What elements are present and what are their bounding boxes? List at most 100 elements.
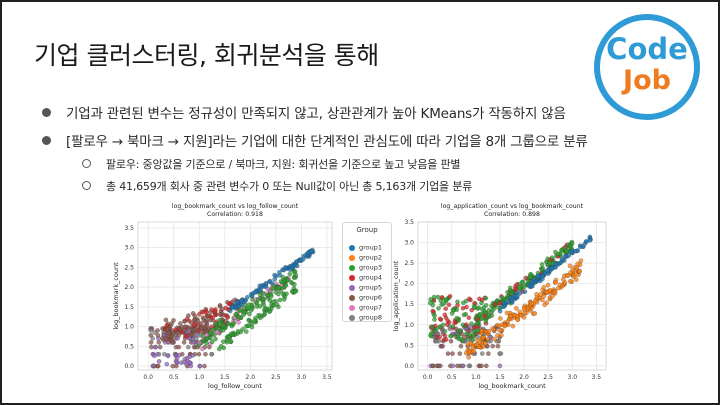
x-axis-label: log_bookmark_count <box>478 382 546 390</box>
scatter-point <box>478 311 483 317</box>
scatter-point <box>434 338 439 344</box>
scatter-point <box>508 313 514 319</box>
scatter-point <box>552 289 558 294</box>
scatter-point <box>441 301 446 306</box>
scatter-point <box>566 253 572 258</box>
scatter-chart-follow-bookmark: log_bookmark_count vs log_follow_countCo… <box>112 203 333 390</box>
scatter-point <box>475 337 480 343</box>
scatter-point <box>495 333 500 338</box>
scatter-point <box>432 313 437 319</box>
bullet-2: [팔로우 → 북마크 → 지원]라는 기업에 대한 단계적인 관심도에 따라 기… <box>66 134 588 150</box>
scatter-point <box>529 301 535 306</box>
scatter-point <box>545 268 550 273</box>
scatter-point <box>461 312 467 318</box>
scatter-point <box>505 289 510 295</box>
scatter-point <box>217 321 222 327</box>
scatter-point <box>479 363 484 369</box>
scatter-point <box>470 332 476 337</box>
scatter-point <box>265 292 271 298</box>
scatter-point <box>479 328 484 334</box>
scatter-point <box>457 351 463 356</box>
scatter-point <box>540 274 545 279</box>
y-tick-label: 0.0 <box>404 363 414 370</box>
x-tick-label: 0.5 <box>447 374 457 381</box>
scatter-point <box>182 324 188 329</box>
x-tick-label: 2.5 <box>543 374 553 381</box>
scatter-points <box>148 247 316 369</box>
scatter-point <box>522 284 527 289</box>
scatter-point <box>166 330 171 336</box>
scatter-point <box>573 271 579 277</box>
x-tick-label: 0.0 <box>423 374 433 381</box>
scatter-point <box>270 299 276 305</box>
y-tick-label: 2.0 <box>404 281 414 288</box>
scatter-point <box>149 344 154 350</box>
scatter-point <box>235 328 241 334</box>
scatter-point <box>497 363 503 369</box>
scatter-point <box>441 337 447 343</box>
legend-label: group8 <box>359 313 383 322</box>
scatter-point <box>257 288 263 293</box>
scatter-point <box>437 324 443 330</box>
scatter-point <box>467 296 472 302</box>
scatter-point <box>176 344 182 350</box>
scatter-point <box>262 306 268 312</box>
scatter-point <box>431 294 437 300</box>
scatter-point <box>499 333 504 338</box>
legend-item-group5: group5 <box>349 277 382 292</box>
scatter-point <box>469 321 474 326</box>
legend-swatch <box>349 314 355 321</box>
scatter-point <box>228 308 233 314</box>
scatter-point <box>228 331 234 337</box>
codejob-logo: Code Job <box>594 14 700 120</box>
scatter-point <box>174 359 180 365</box>
scatter-point <box>539 262 545 267</box>
scatter-point <box>483 303 489 308</box>
scatter-point <box>476 305 482 310</box>
scatter-point <box>183 333 188 339</box>
scatter-point <box>201 317 207 322</box>
scatter-point <box>283 265 288 270</box>
scatter-point <box>257 304 263 309</box>
scatter-point <box>442 328 448 334</box>
scatter-point <box>249 306 255 311</box>
scatter-point <box>281 297 287 302</box>
scatter-point <box>522 289 528 294</box>
scatter-point <box>267 308 273 314</box>
scatter-point <box>540 297 545 303</box>
scatter-point <box>217 312 223 317</box>
scatter-point <box>148 340 154 345</box>
scatter-point <box>197 312 202 317</box>
legend-label: group7 <box>359 303 383 312</box>
bullet-1: 기업과 관련된 변수는 정규성이 만족되지 않고, 상관관계가 높아 KMean… <box>66 106 566 122</box>
y-tick-label: 3.0 <box>404 240 414 247</box>
scatter-point <box>578 258 584 263</box>
scatter-point <box>156 340 162 345</box>
scatter-point <box>466 315 472 320</box>
x-tick-label: 1.0 <box>471 374 481 381</box>
scatter-point <box>515 317 521 323</box>
scatter-point <box>587 238 593 243</box>
scatter-point <box>481 335 486 340</box>
scatter-point <box>444 322 450 327</box>
legend-swatch <box>349 254 355 261</box>
sub-bullet-1: 팔로우: 중앙값을 기준으로 / 북마크, 지원: 회귀선을 기준으로 높고 낮… <box>106 158 461 171</box>
scatter-point <box>155 363 161 369</box>
scatter-point <box>575 261 580 267</box>
scatter-point <box>483 295 489 301</box>
scatter-point <box>497 328 502 333</box>
scatter-point <box>252 290 258 295</box>
scatter-point <box>287 271 293 277</box>
scatter-point <box>464 322 469 327</box>
x-tick-label: 3.5 <box>592 374 602 381</box>
legend-swatch <box>349 264 355 271</box>
scatter-point <box>288 279 294 285</box>
legend-swatch <box>349 274 355 281</box>
scatter-point <box>564 248 569 254</box>
scatter-point <box>471 348 477 354</box>
scatter-point <box>218 343 224 349</box>
scatter-point <box>220 327 226 333</box>
scatter-point <box>492 336 497 342</box>
scatter-point <box>163 317 169 323</box>
